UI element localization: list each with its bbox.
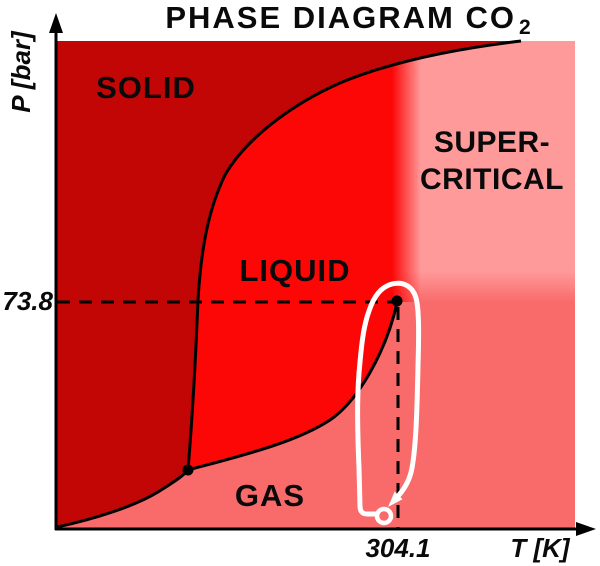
- supercritical-region-label-line2: CRITICAL: [420, 163, 564, 196]
- y-axis-arrow-icon: [49, 13, 63, 33]
- vaporization-curve: [187, 302, 399, 472]
- melting-curve: [186, 39, 522, 471]
- x-axis-label: T [K]: [510, 533, 571, 563]
- figure-title-subscript: 2: [519, 16, 531, 39]
- supercritical-region-label-line1: SUPER-: [434, 126, 550, 159]
- figure-title: PHASE DIAGRAM CO: [165, 0, 516, 35]
- cycle-arrow-path: [355, 280, 422, 517]
- y-axis-label: P [bar]: [6, 30, 36, 113]
- solid-region-label: SOLID: [96, 70, 196, 105]
- x-axis-arrow-icon: [576, 522, 596, 536]
- solid-region-fill: [57, 41, 521, 527]
- y-axis-tick-73-8: 73.8: [2, 286, 53, 316]
- cycle-arrowhead: [388, 491, 403, 507]
- critical-point-dot: [391, 295, 403, 307]
- end-state-open-circle: [374, 506, 394, 526]
- liquid-region-label: LIQUID: [239, 253, 350, 288]
- triple-point-dot: [182, 464, 194, 476]
- gas-region-label: GAS: [235, 478, 305, 513]
- sublimation-curve: [56, 468, 190, 529]
- x-axis-tick-304-1: 304.1: [365, 533, 430, 563]
